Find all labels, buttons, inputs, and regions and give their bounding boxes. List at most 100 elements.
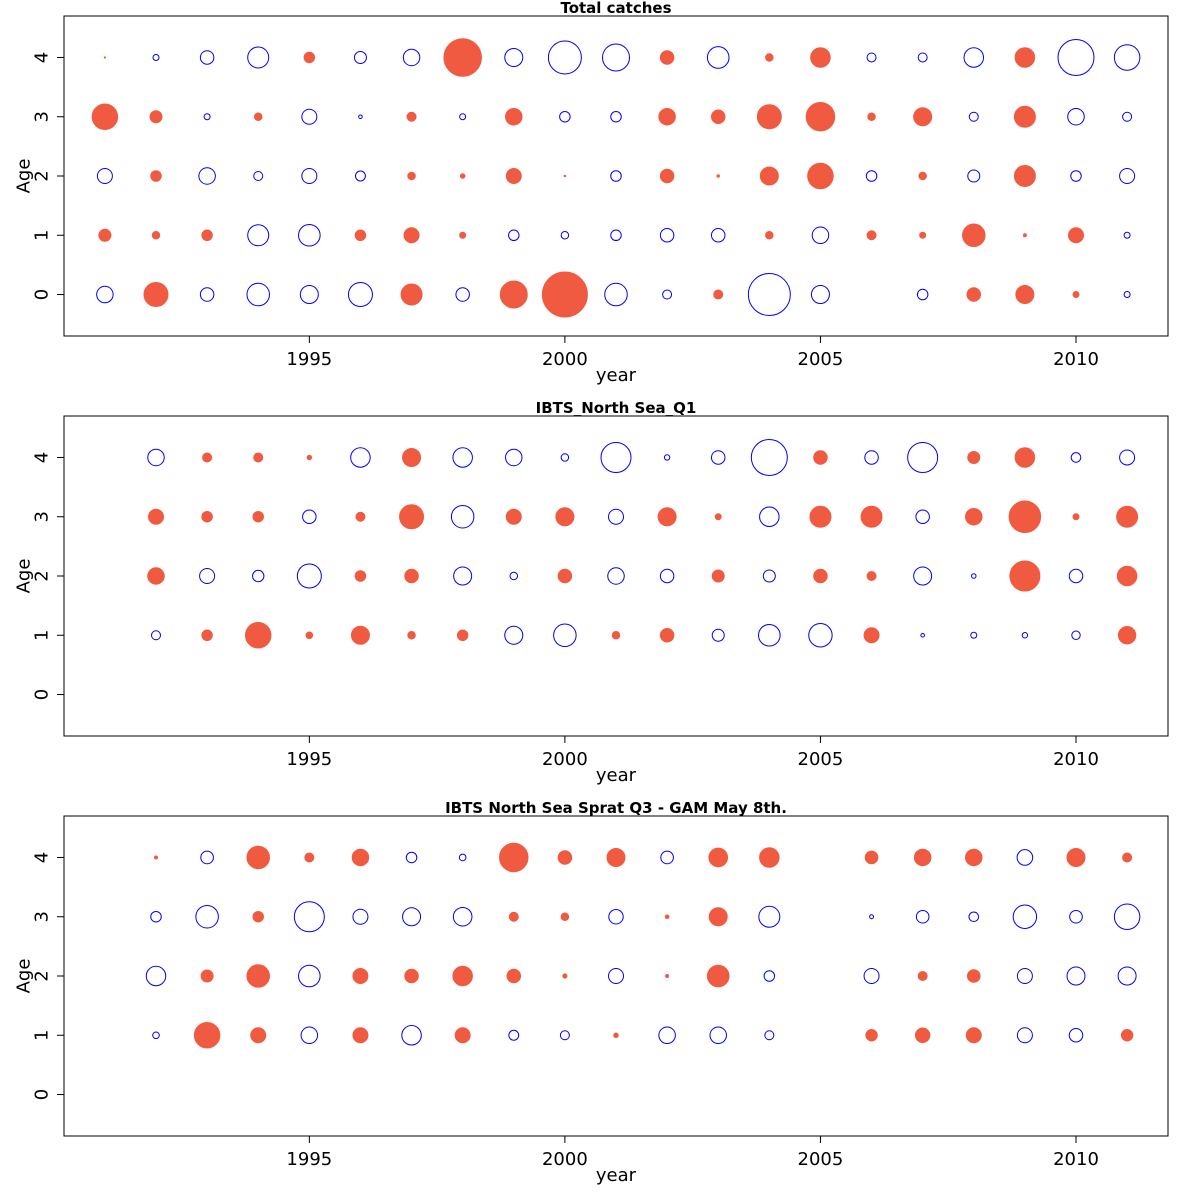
bubble-negative [916,288,929,301]
x-tick-label: 2010 [1053,349,1099,370]
bubble-negative [560,231,570,240]
bubble-positive [304,852,315,863]
bubble-positive [252,510,264,523]
bubble-negative [608,909,624,925]
bubble-negative [967,169,981,183]
bubble-negative [747,273,791,317]
bubble-negative [301,108,318,125]
bubble-negative [866,52,877,63]
bubble-positive [716,174,720,178]
bubble-negative [1069,909,1083,924]
bubble-negative [347,282,373,308]
x-axis-label: year [596,365,637,386]
bubble-positive [809,505,832,528]
bubble-positive [151,231,161,240]
bubble-positive [867,112,876,121]
x-tick-label: 2000 [542,1149,588,1170]
bubble-positive [103,56,106,59]
bubble-positive [962,223,986,248]
bubble-negative [147,448,165,467]
bubble-negative [559,1030,570,1041]
y-tick-label: 1 [32,1030,53,1041]
bubble-positive [606,847,626,867]
bubble-positive [1116,565,1138,587]
bubble-positive [541,271,588,318]
bubble-positive [201,510,213,523]
bubble-negative [864,450,879,465]
y-axis-label: Age [14,159,35,194]
y-tick-label: 2 [32,970,53,981]
bubble-positive [1122,852,1133,863]
bubble-negative [662,289,673,300]
bubble-positive [404,568,419,584]
bubble-negative [1057,38,1095,76]
bubble-positive [354,570,367,582]
bubble-positive [965,1027,982,1044]
plot-frame [63,415,1169,737]
bubble-negative [1021,632,1029,639]
bubble-negative [1113,44,1141,71]
bubble-negative [145,965,167,987]
bubble-positive [1117,626,1137,645]
bubble-positive [658,107,676,126]
bubble-negative [450,504,475,529]
bubble-negative [300,1026,319,1045]
bubble-positive [866,230,877,241]
bubble-positive [443,38,482,77]
bubble-positive [350,625,370,645]
bubble-negative [402,907,422,927]
bubble-positive [402,447,422,467]
bubble-negative [508,1029,520,1041]
bubble-negative [199,50,215,65]
bubble-positive [306,454,313,461]
y-tick-label: 1 [32,630,53,641]
bubble-positive [918,171,927,181]
bubble-positive [913,107,933,127]
bubble-negative [920,632,925,638]
bubble-negative [710,450,726,465]
bubble-negative [1016,1027,1033,1044]
plot-panel-1: Total catches 1995 2000 2005 2010 0 1 2 3 4 year Ag… [14,0,1169,386]
bubble-positive [1068,227,1084,244]
bubble-negative [811,226,830,245]
bubble-positive [756,104,782,130]
bubble-negative [1012,904,1038,929]
bubble-negative [458,853,467,862]
y-tick-label: 2 [32,570,53,581]
bubble-negative [509,571,519,581]
bubble-negative [1067,107,1085,126]
bubble-negative [869,914,875,920]
bubble-positive [505,508,522,525]
bubble-positive [98,228,112,242]
bubble-positive [966,287,982,302]
bubble-positive [305,631,314,640]
bubble-positive [659,50,675,65]
bubble-negative [607,567,625,585]
x-tick-label: 2005 [798,749,844,770]
bubble-negative [604,282,628,307]
bubble-positive [149,110,163,124]
bubble-negative [808,623,833,648]
bubble-positive [201,229,213,242]
y-tick-label: 3 [32,511,53,522]
bubble-positive [91,103,119,130]
bubble-negative [246,282,270,307]
bubble-negative [401,1025,422,1046]
bubble-positive [805,101,836,132]
bubble-negative [659,568,675,584]
bubble-positive [863,627,880,644]
bubble-negative [863,968,880,984]
bubble-positive [1013,165,1036,187]
bubble-negative [293,901,325,933]
plot-title: IBTS_North Sea_Q1 [536,399,697,417]
bubble-negative [610,229,622,242]
bubble-negative [600,441,632,473]
y-tick-label: 4 [32,852,53,863]
bubble-positive [244,622,272,649]
plot-frame [63,15,1169,337]
bubble-positive [706,964,730,988]
bubble-negative [504,47,524,67]
plot-title: IBTS North Sea Sprat Q3 - GAM May 8th. [445,799,787,817]
bubble-positive [253,452,264,463]
